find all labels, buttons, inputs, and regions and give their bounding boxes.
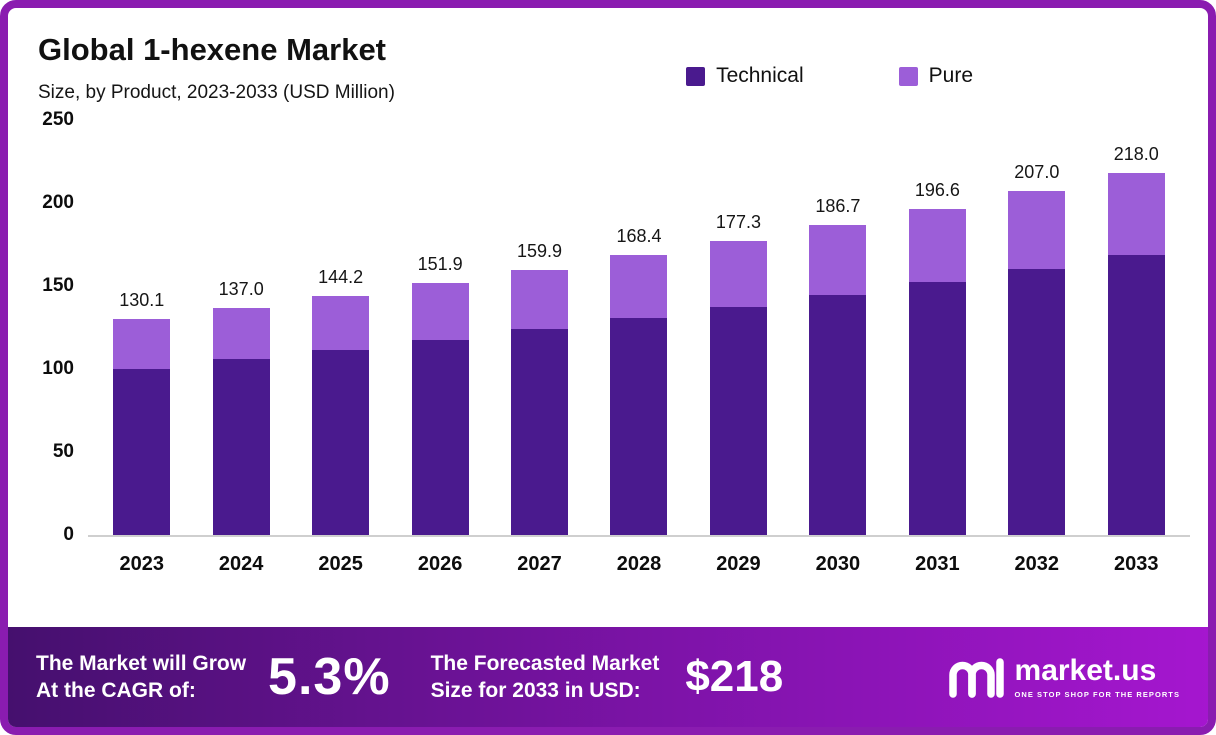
bar-group-2025: 144.2 (291, 267, 390, 535)
bar-total-label: 137.0 (218, 278, 264, 299)
bar-total-label: 168.4 (616, 226, 662, 247)
bar-segment-technical (212, 359, 270, 535)
bar-stack (212, 307, 270, 535)
bar-segment-pure (809, 225, 867, 295)
chart-header: Global 1-hexene Market Size, by Product,… (8, 8, 1208, 104)
page-title: Global 1-hexene Market (38, 32, 387, 67)
page-subtitle: Size, by Product, 2023-2033 (USD Million… (38, 82, 395, 103)
bar-segment-technical (908, 282, 966, 535)
bar-segment-technical (312, 349, 370, 535)
bar-stack (1107, 173, 1165, 535)
bar-segment-pure (1008, 191, 1066, 269)
bar-segment-pure (709, 240, 767, 307)
bar-chart: 0 50 100 150 200 250 130.1 137.0 144.2 151.9 159.… (8, 104, 1208, 576)
bar-segment-pure (113, 319, 171, 369)
marketus-logo-icon (948, 658, 1004, 698)
cagr-label: The Market will Grow At the CAGR of: (36, 651, 247, 702)
bar-stack (511, 269, 569, 535)
legend: Technical Pure (686, 64, 973, 88)
bar-segment-pure (312, 295, 370, 350)
bar-total-label: 207.0 (1014, 162, 1060, 183)
cagr-value: 5.3% (268, 648, 391, 706)
bar-group-2032: 207.0 (987, 162, 1086, 535)
logo-wordmark: market.us (1014, 653, 1157, 687)
banner: The Market will Grow At the CAGR of: 5.3… (8, 627, 1208, 727)
bar-segment-technical (511, 329, 569, 535)
bar-stack (312, 295, 370, 535)
x-axis-label: 2033 (1114, 553, 1159, 575)
bar-group-2030: 186.7 (788, 196, 887, 535)
bars-container: 130.1 137.0 144.2 151.9 159.9 168.4 177.3 186.7… (88, 120, 1190, 537)
x-axis: 2023 2024 2025 2026 2027 2028 2029 2030 2031 2032… (88, 553, 1190, 576)
y-axis-label: 200 (42, 192, 74, 213)
bar-group-2031: 196.6 (888, 180, 987, 535)
bar-segment-pure (610, 255, 668, 319)
bar-group-2029: 177.3 (689, 212, 788, 535)
bar-group-2033: 218.0 (1087, 144, 1186, 535)
legend-label: Pure (928, 64, 973, 87)
bar-stack (1008, 191, 1066, 535)
y-axis-label: 250 (42, 109, 74, 130)
legend-swatch-pure (898, 66, 918, 86)
bar-stack (113, 319, 171, 535)
bar-segment-technical (610, 318, 668, 535)
bar-total-label: 196.6 (914, 179, 960, 200)
bar-group-2027: 159.9 (490, 241, 589, 535)
forecast-label: The Forecasted Market Size for 2033 in U… (430, 651, 660, 702)
x-axis-label: 2025 (318, 553, 363, 575)
bar-group-2024: 137.0 (191, 279, 290, 535)
legend-item-technical: Technical (686, 64, 804, 88)
bar-stack (809, 225, 867, 535)
x-axis-label: 2027 (517, 553, 562, 575)
bar-total-label: 177.3 (715, 211, 761, 232)
x-axis-label: 2031 (915, 553, 960, 575)
bar-stack (908, 208, 966, 535)
title-block: Global 1-hexene Market Size, by Product,… (38, 32, 395, 104)
legend-swatch-technical (686, 66, 706, 86)
marketus-logo: market.us ONE STOP SHOP FOR THE REPORTS (947, 654, 1180, 700)
bar-total-label: 144.2 (318, 266, 364, 287)
x-axis-label: 2032 (1014, 553, 1060, 575)
bar-segment-pure (908, 208, 966, 283)
bar-total-label: 151.9 (417, 253, 463, 274)
bar-stack (610, 255, 668, 535)
bar-segment-technical (709, 306, 767, 535)
x-axis-label: 2024 (218, 553, 264, 575)
bar-segment-pure (511, 269, 569, 330)
bar-segment-pure (212, 307, 270, 360)
x-axis-label: 2029 (716, 553, 761, 575)
bar-segment-technical (113, 369, 171, 535)
bar-stack (411, 282, 469, 535)
bar-group-2023: 130.1 (92, 290, 191, 535)
bar-group-2028: 168.4 (589, 226, 688, 535)
plot-area: 130.1 137.0 144.2 151.9 159.9 168.4 177.3 186.7… (88, 120, 1190, 576)
bar-total-label: 186.7 (815, 196, 861, 217)
bar-total-label: 218.0 (1113, 144, 1159, 165)
bar-segment-pure (1107, 173, 1165, 255)
bar-total-label: 130.1 (119, 290, 165, 311)
legend-label: Technical (716, 64, 804, 87)
legend-item-pure: Pure (898, 64, 973, 88)
x-axis-label: 2028 (616, 553, 662, 575)
y-axis-label: 150 (42, 275, 74, 296)
forecast-value: $218 (685, 652, 784, 701)
bar-stack (709, 240, 767, 535)
y-axis-label: 0 (63, 524, 74, 545)
y-axis-label: 50 (52, 441, 74, 462)
logo-text-block: market.us ONE STOP SHOP FOR THE REPORTS (1014, 653, 1180, 699)
bar-segment-technical (1008, 268, 1066, 535)
y-axis-label: 100 (42, 358, 74, 379)
bar-segment-technical (1107, 254, 1165, 535)
x-axis-label: 2026 (417, 553, 463, 575)
x-axis-label: 2023 (119, 553, 164, 575)
bar-total-label: 159.9 (517, 240, 563, 261)
bar-group-2026: 151.9 (390, 254, 489, 535)
x-axis-label: 2030 (815, 553, 861, 575)
bar-segment-technical (411, 339, 469, 535)
bar-segment-pure (411, 282, 469, 340)
bar-segment-technical (809, 294, 867, 535)
logo-tagline: ONE STOP SHOP FOR THE REPORTS (1014, 689, 1180, 699)
y-axis: 0 50 100 150 200 250 (30, 109, 88, 545)
